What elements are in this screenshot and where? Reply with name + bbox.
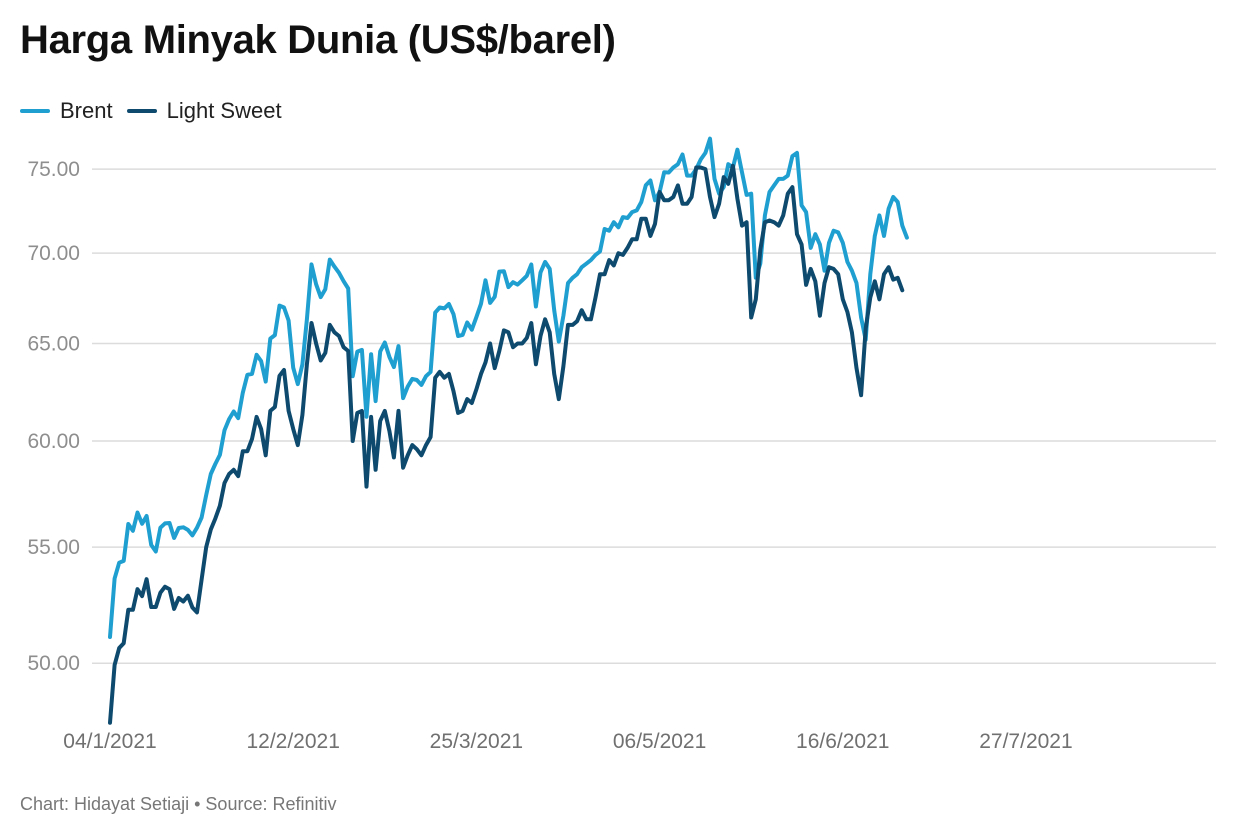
y-tick-label: 50.00 (27, 652, 80, 675)
series-line-light-sweet (108, 163, 905, 725)
chart-title: Harga Minyak Dunia (US$/barel) (20, 18, 616, 62)
x-tick-label: 16/6/2021 (796, 730, 889, 753)
legend-swatch-light-sweet (126, 109, 157, 113)
x-tick-label: 12/2/2021 (246, 730, 339, 753)
line-chart: 50.00 55.00 60.00 65.00 70.00 75.00 04/1/2021… (27, 136, 1216, 753)
series-lines (108, 136, 909, 725)
footer-separator: • (194, 794, 201, 814)
legend-label-brent: Brent (60, 98, 113, 123)
footer-credit: Chart: Hidayat Setiaji (20, 794, 190, 814)
legend-label-light-sweet: Light Sweet (166, 98, 282, 123)
y-tick-label: 75.00 (27, 158, 80, 181)
y-tick-label: 65.00 (27, 332, 80, 355)
series-line-brent (108, 136, 909, 639)
x-tick-label: 06/5/2021 (613, 730, 706, 753)
y-tick-label: 70.00 (27, 242, 80, 265)
y-tick-label: 60.00 (27, 430, 80, 453)
y-axis-ticks: 50.00 55.00 60.00 65.00 70.00 75.00 (27, 158, 80, 675)
footer-source: Source: Refinitiv (205, 794, 337, 814)
legend-item-light-sweet: Light Sweet (126, 98, 282, 124)
x-tick-label: 04/1/2021 (63, 730, 156, 753)
chart-footer: Chart: Hidayat Setiaji • Source: Refinit… (20, 794, 336, 815)
x-tick-label: 25/3/2021 (430, 730, 523, 753)
chart-legend: Brent Light Sweet (20, 98, 296, 124)
x-axis-ticks: 04/1/2021 12/2/2021 25/3/2021 06/5/2021 16/6… (63, 730, 1072, 753)
grid-lines (92, 168, 1216, 664)
y-tick-label: 55.00 (27, 536, 80, 559)
legend-swatch-brent (20, 109, 50, 113)
x-tick-label: 27/7/2021 (979, 730, 1072, 753)
legend-item-brent: Brent (20, 98, 113, 124)
